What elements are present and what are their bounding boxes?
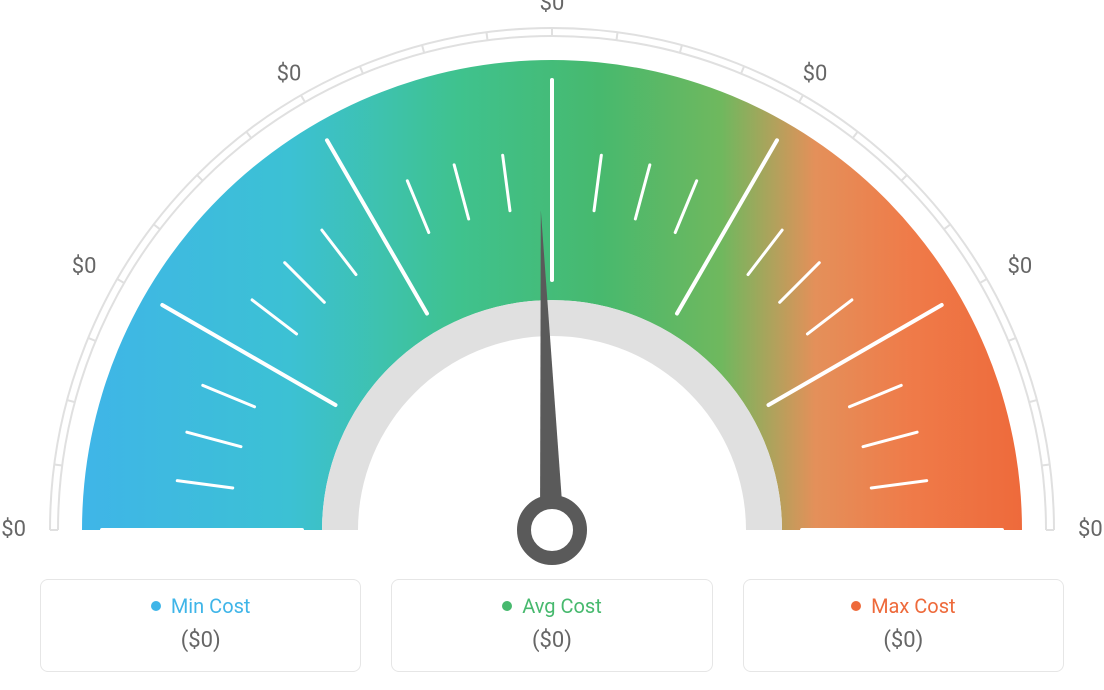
legend-label-min: Min Cost [171,594,251,618]
gauge-tick-label: $0 [1,517,26,542]
gauge-tick-label: $0 [1078,517,1103,542]
legend-dot-min [151,601,161,611]
legend-title-max: Max Cost [851,594,956,618]
legend-dot-avg [502,601,512,611]
gauge-tick-label: $0 [277,61,302,86]
legend-label-max: Max Cost [871,594,956,618]
legend-title-avg: Avg Cost [502,594,602,618]
legend-card-min: Min Cost ($0) [40,579,361,672]
gauge-tick-label: $0 [803,61,828,86]
gauge-tick-label: $0 [1008,254,1033,279]
gauge-chart-container: $0 $0 $0 $0 $0 $0 $0 Min Cost ($0) Avg Cost ($… [0,0,1104,690]
legend-label-avg: Avg Cost [522,594,602,618]
legend-dot-max [851,601,861,611]
gauge-wrap: $0 $0 $0 $0 $0 $0 $0 [0,0,1104,570]
gauge-tick-label: $0 [72,254,97,279]
gauge-tick-label: $0 [540,0,565,16]
legend-value-min: ($0) [51,628,350,653]
legend-value-max: ($0) [754,628,1053,653]
legend-title-min: Min Cost [151,594,251,618]
legend-value-avg: ($0) [402,628,701,653]
legend-row: Min Cost ($0) Avg Cost ($0) Max Cost ($0… [40,579,1064,672]
gauge-svg: $0 $0 $0 $0 $0 $0 $0 [0,0,1104,570]
legend-card-avg: Avg Cost ($0) [391,579,712,672]
legend-card-max: Max Cost ($0) [743,579,1064,672]
